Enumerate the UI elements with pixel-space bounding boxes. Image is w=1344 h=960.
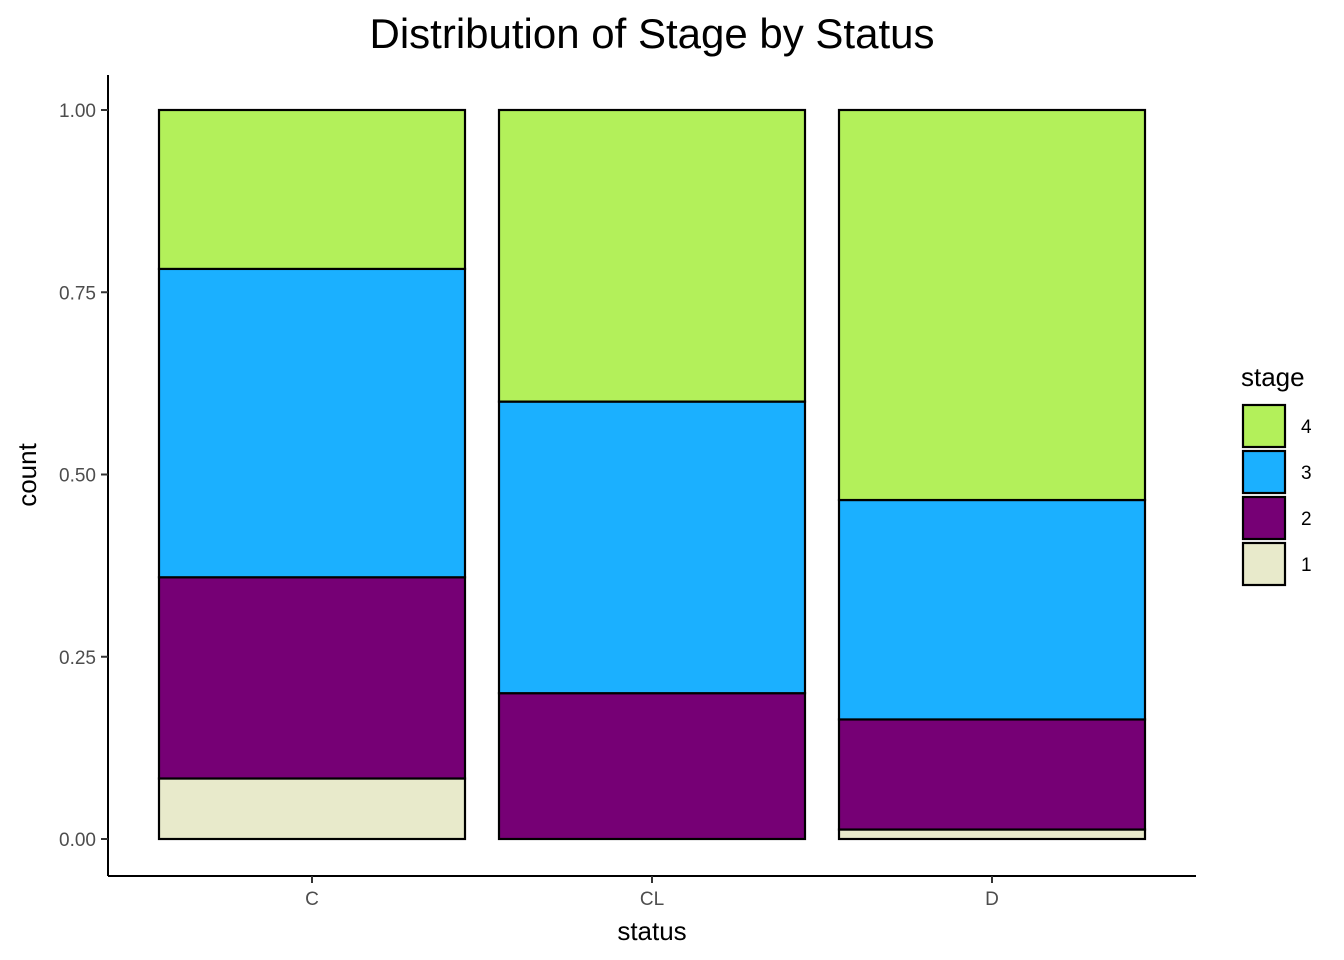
axes-layer: 0.00 0.25 0.50 0.75 1.00 C CL D [59,75,1196,910]
bar-segment-cl-stage-3 [497,400,807,695]
legend: stage 4 3 2 1 [1241,362,1312,587]
y-tick-label: 0.50 [59,466,96,487]
legend-label-stage-4: 4 [1301,417,1312,438]
y-tick-label: 1.00 [59,101,96,122]
bar-segment-d-stage-4 [837,108,1147,502]
bar-segment-cl-stage-2 [497,692,807,841]
x-axis-title: status [617,916,686,946]
legend-key-stage-2 [1241,495,1287,541]
legend-key-stage-3 [1241,449,1287,495]
bars-layer [157,108,1147,841]
legend-key-stage-4 [1241,403,1287,449]
legend-title: stage [1241,362,1305,392]
x-tick-label: C [305,889,319,910]
legend-label-stage-1: 1 [1301,555,1312,576]
bar-segment-c-stage-3 [157,267,467,579]
chart-title: Distribution of Stage by Status [370,10,935,57]
bar-segment-d-stage-1 [837,828,1147,841]
bar-segment-c-stage-4 [157,108,467,271]
bar-segment-c-stage-2 [157,576,467,780]
legend-label-stage-2: 2 [1301,509,1312,530]
y-axis-title: count [12,442,42,506]
bar-segment-c-stage-1 [157,777,467,841]
y-tick-label: 0.25 [59,648,96,669]
legend-key-stage-1 [1241,541,1287,587]
y-tick-label: 0.00 [59,830,96,851]
bar-segment-d-stage-2 [837,718,1147,831]
y-tick-label: 0.75 [59,283,96,304]
x-tick-label: CL [640,889,664,910]
legend-label-stage-3: 3 [1301,463,1312,484]
bar-segment-d-stage-3 [837,498,1147,721]
bar-segment-cl-stage-4 [497,108,807,403]
x-tick-label: D [985,889,999,910]
